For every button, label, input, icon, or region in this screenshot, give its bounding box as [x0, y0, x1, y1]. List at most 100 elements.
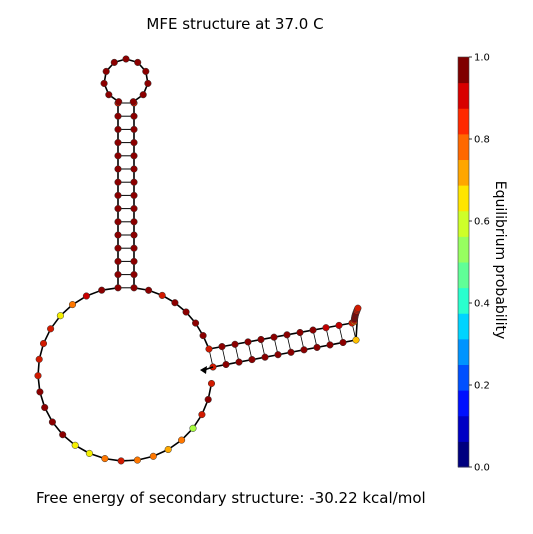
nucleotide — [101, 455, 109, 463]
nucleotide — [145, 286, 153, 294]
three-prime-arrow — [200, 366, 214, 374]
chart-title: MFE structure at 37.0 C — [146, 15, 324, 33]
colorbar-band — [458, 57, 469, 84]
colorbar-band — [458, 133, 469, 161]
nucleotide — [35, 355, 43, 363]
nucleotide — [100, 79, 108, 87]
nucleotide — [114, 218, 122, 226]
nucleotide — [309, 326, 317, 334]
nucleotide — [178, 436, 186, 444]
nucleotide — [114, 284, 122, 292]
nucleotide — [68, 301, 77, 309]
nucleotide — [102, 67, 110, 75]
nucleotide — [59, 431, 67, 439]
nucleotide — [248, 356, 256, 364]
nucleotide — [114, 139, 122, 147]
nucleotide — [244, 338, 252, 346]
nucleotide — [85, 449, 93, 457]
nucleotide — [207, 379, 216, 388]
colorbar-band — [458, 262, 469, 289]
colorbar-band — [458, 185, 469, 212]
colorbar-band — [458, 415, 469, 442]
nucleotide — [139, 91, 147, 99]
nucleotide — [130, 244, 138, 252]
colorbar-band — [458, 390, 469, 417]
nucleotide — [274, 351, 282, 359]
nucleotide — [300, 346, 308, 354]
nucleotide — [130, 178, 138, 186]
nucleotide — [110, 58, 118, 66]
nucleotide — [198, 411, 206, 419]
nucleotide-layer — [34, 55, 362, 465]
nucleotide — [261, 353, 269, 361]
colorbar-label: Equilibrium probability — [492, 181, 508, 339]
nucleotide — [36, 388, 44, 396]
nucleotide — [114, 271, 122, 279]
colorbar-band — [458, 82, 469, 109]
colorbar-band — [458, 313, 469, 340]
nucleotide — [171, 299, 179, 307]
nucleotide — [130, 165, 138, 173]
nucleotide — [313, 343, 321, 351]
nucleotide — [222, 360, 230, 369]
nucleotide — [122, 55, 130, 63]
nucleotide — [130, 139, 138, 147]
colorbar-tick-label: 0.8 — [474, 135, 490, 146]
nucleotide — [105, 91, 113, 99]
nucleotide — [296, 328, 304, 337]
colorbar-band — [458, 441, 469, 468]
nucleotide — [130, 125, 138, 133]
nucleotide — [129, 98, 137, 106]
nucleotide — [114, 191, 122, 199]
nucleotide — [192, 319, 200, 327]
nucleotide — [114, 178, 122, 186]
nucleotide — [71, 441, 79, 449]
nucleotide — [326, 341, 334, 349]
nucleotide — [339, 338, 347, 347]
nucleotide — [34, 372, 42, 380]
nucleotide — [231, 340, 239, 348]
nucleotide — [48, 418, 56, 426]
colorbar-band — [458, 287, 469, 314]
colorbar-tick-label: 0.2 — [474, 381, 490, 392]
nucleotide — [130, 205, 138, 213]
right-hairpin-backbone — [208, 307, 359, 368]
nucleotide — [270, 333, 278, 341]
nucleotide — [164, 445, 172, 454]
nucleotide — [130, 271, 138, 279]
free-energy-text: Free energy of secondary structure: -30.… — [36, 489, 426, 507]
nucleotide — [142, 67, 150, 75]
nucleotide — [47, 325, 55, 333]
nucleotide — [283, 331, 291, 339]
nucleotide — [98, 286, 106, 294]
nucleotide — [41, 403, 49, 412]
backbone-layer — [37, 58, 359, 462]
nucleotide — [144, 79, 152, 87]
colorbar-band — [458, 364, 469, 391]
nucleotide — [149, 452, 157, 460]
nucleotide — [189, 424, 197, 432]
nucleotide — [114, 165, 122, 173]
nucleotide — [354, 304, 362, 312]
nucleotide — [199, 332, 207, 340]
nucleotide — [133, 456, 141, 464]
colorbar-band — [458, 108, 469, 135]
nucleotide — [235, 358, 243, 366]
nucleotide — [130, 257, 138, 265]
colorbar-band — [458, 159, 469, 186]
nucleotide — [130, 152, 138, 160]
nucleotide — [182, 308, 190, 316]
colorbar-tick-label: 0.6 — [474, 217, 490, 228]
nucleotide — [114, 244, 122, 252]
nucleotide — [352, 336, 360, 344]
nucleotide — [114, 205, 122, 213]
nucleotide — [205, 345, 213, 353]
colorbar-tick-label: 0.4 — [474, 299, 490, 310]
colorbar-frame — [457, 56, 470, 468]
nucleotide — [257, 335, 265, 344]
nucleotide — [204, 395, 212, 404]
nucleotide — [130, 284, 138, 292]
colorbar-tick-label: 1.0 — [474, 53, 490, 64]
nucleotide — [114, 112, 122, 120]
base-pair-layer — [118, 102, 357, 368]
